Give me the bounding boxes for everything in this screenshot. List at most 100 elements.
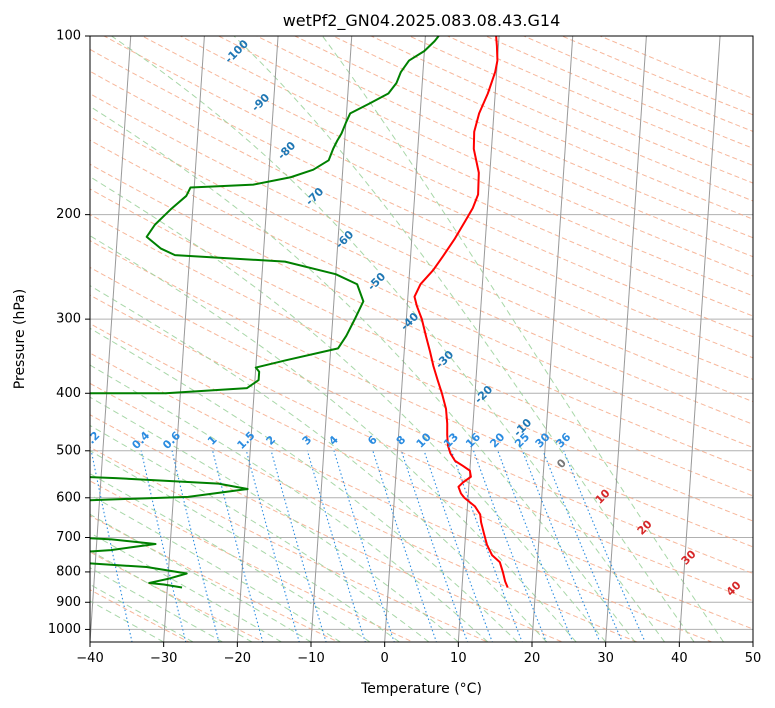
mixing-ratio-label: 8: [394, 433, 409, 448]
x-tick-label: 40: [671, 651, 688, 666]
dry-adiabat: [90, 446, 489, 642]
y-tick-label: 200: [56, 207, 81, 222]
mixing-ratio-line: [90, 450, 133, 642]
isotherm-line: [310, 36, 353, 642]
plot-area: -100-90-80-70-60-50-40-30-20-100.1 0.2 0.4…: [33, 36, 753, 642]
x-tick-label: 30: [597, 651, 614, 666]
mixing-ratio-line: [245, 450, 300, 642]
mixing-ratio-line: [521, 450, 601, 642]
mixing-ratio-line: [333, 450, 395, 642]
isotherm-line: [457, 36, 500, 642]
isotherm-line: [752, 634, 753, 642]
dry-adiabat: [90, 589, 190, 642]
plot-frame: [89, 35, 754, 643]
isotherm-line: [605, 36, 647, 642]
moist-adiabat: [90, 549, 253, 642]
x-tick-label: 20: [524, 651, 541, 666]
moist-adiabat: [90, 513, 312, 642]
x-tick-label: 50: [745, 651, 762, 666]
x-tick-label: 10: [450, 651, 467, 666]
moist-adiabat-label: 20: [635, 517, 655, 537]
dry-adiabat: [598, 36, 753, 100]
isotherm-label: -30: [433, 348, 456, 371]
x-axis-label: Temperature (°C): [360, 681, 482, 697]
dry-adiabat: [90, 480, 415, 642]
mixing-ratio-label: 0.2: [79, 429, 102, 452]
isotherm-line: [163, 36, 205, 642]
isotherm-label: -50: [365, 270, 388, 293]
dry-adiabat: [90, 352, 714, 642]
moist-adiabat: [90, 473, 371, 642]
mixing-ratio-label: 3: [300, 433, 315, 448]
dry-adiabat: [90, 515, 340, 642]
dry-adiabat: [179, 36, 753, 297]
mixing-ratio-line: [497, 450, 574, 642]
dry-adiabat: [90, 294, 753, 602]
dewpoint-line: [90, 36, 440, 589]
isotherm-label: -90: [249, 91, 272, 114]
mixing-ratio-line: [542, 450, 623, 642]
dry-adiabat: [141, 36, 753, 317]
dry-adiabat: [90, 551, 265, 642]
moist-adiabat: [90, 532, 282, 642]
mixing-ratio-label: 36: [553, 430, 573, 450]
moist-adiabat: [90, 105, 636, 642]
x-axis: −40 −30 −20 −10 0 10 20 30 40 50: [76, 642, 761, 666]
isotherm-label: -100: [222, 37, 251, 66]
isotherm-label: -80: [275, 139, 298, 162]
moist-adiabat: [233, 36, 695, 642]
y-tick-label: 500: [56, 443, 81, 458]
mixing-ratio-line: [372, 450, 438, 642]
mixing-ratio-label: 20: [487, 430, 507, 450]
dry-adiabat: [370, 36, 753, 202]
isotherm-label: -70: [303, 185, 326, 208]
grid-lines: [90, 36, 753, 630]
isotherm-line: [531, 36, 574, 642]
mixing-ratio-label: 0.4: [129, 429, 152, 452]
mixing-ratio-line: [450, 450, 523, 642]
y-axis: 100 200 300 400 500 600 700 800 900 1000: [48, 29, 90, 637]
dry-adiabat: [90, 382, 639, 642]
mixing-ratio-label: 16: [463, 430, 483, 450]
y-tick-label: 700: [56, 530, 81, 545]
moist-adiabat: [90, 424, 430, 642]
moist-adiabat: [90, 364, 489, 642]
mixing-ratio-line: [473, 450, 547, 642]
mixing-ratio-line: [212, 450, 264, 642]
mixing-ratio-label: 4: [326, 433, 341, 448]
isotherm-label: -60: [333, 228, 356, 251]
mixing-ratio-label: 13: [441, 430, 461, 450]
line-labels: -100-90-80-70-60-50-40-30-20-100.1 0.2 0.4…: [33, 37, 744, 599]
y-tick-label: 400: [56, 386, 81, 401]
dry-adiabat: [446, 36, 753, 167]
y-tick-label: 600: [56, 490, 81, 505]
y-tick-label: 900: [56, 595, 81, 610]
mixing-ratio-line: [400, 450, 469, 642]
moist-adiabat: [90, 176, 607, 642]
y-tick-label: 800: [56, 564, 81, 579]
x-tick-label: −40: [76, 651, 103, 666]
moist-adiabat: [111, 36, 666, 642]
mixing-ratio-label: 1.5: [235, 429, 258, 452]
profile-lines: [90, 36, 509, 589]
mixing-ratio-label: 30: [533, 430, 553, 450]
temperature-line: [413, 36, 509, 588]
isotherm-line: [90, 36, 132, 642]
x-tick-label: −10: [297, 651, 324, 666]
chart-title: wetPf2_GN04.2025.083.08.43.G14: [283, 11, 561, 31]
x-tick-label: −30: [150, 651, 177, 666]
moist-adiabat: [90, 450, 400, 642]
moist-adiabat: [322, 36, 724, 642]
isotherm-line: [236, 36, 279, 642]
dry-adiabat: [90, 414, 564, 642]
moist-adiabat: [90, 567, 223, 642]
y-tick-label: 300: [56, 312, 81, 327]
y-tick-label: 100: [56, 29, 81, 44]
dry-adiabat: [560, 36, 753, 116]
mixing-ratio-label: 2: [264, 433, 279, 448]
x-tick-label: 0: [381, 651, 389, 666]
mixing-ratio-label: 0.1: [33, 429, 56, 452]
dry-adiabat: [522, 36, 753, 132]
x-tick-label: −20: [224, 651, 251, 666]
